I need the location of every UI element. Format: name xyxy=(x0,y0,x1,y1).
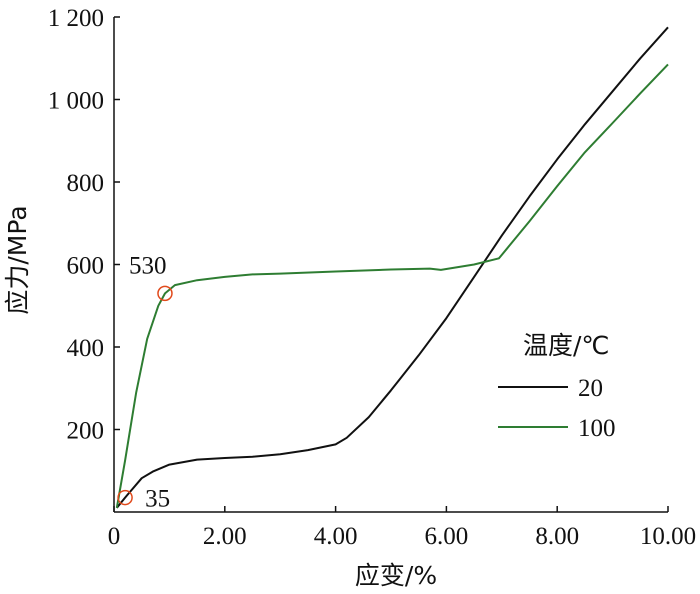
annotation-layer: 530 35 xyxy=(117,252,173,513)
annotation-marker-35 xyxy=(117,489,133,506)
axes: 0 2.00 4.00 6.00 8.00 10.00 200 400 600 800 1 000 1… xyxy=(48,5,696,550)
annotation-label-530: 530 xyxy=(129,252,167,279)
annotation-label-35: 35 xyxy=(145,486,170,513)
y-tick-label: 400 xyxy=(67,335,105,362)
x-tick-label: 2.00 xyxy=(203,523,247,550)
y-tick-label: 1 200 xyxy=(48,5,104,32)
y-tick-label: 200 xyxy=(67,418,105,445)
x-tick-label: 6.00 xyxy=(425,523,469,550)
legend-title: 温度/℃ xyxy=(523,331,610,360)
legend-label-100: 100 xyxy=(578,415,616,442)
x-tick-label: 0 xyxy=(108,523,121,550)
y-tick-label: 800 xyxy=(67,170,105,197)
series-layer xyxy=(115,26,669,509)
annotation-marker-530 xyxy=(157,285,173,302)
series-line-100 xyxy=(115,63,669,509)
legend: 温度/℃ 20 100 xyxy=(498,331,616,442)
x-axis-label: 应变/% xyxy=(355,561,437,590)
y-axis-label: 应力/MPa xyxy=(3,205,32,314)
series-line-20 xyxy=(116,26,669,509)
legend-label-20: 20 xyxy=(578,375,603,402)
x-tick-label: 4.00 xyxy=(314,523,358,550)
y-tick-label: 600 xyxy=(67,253,105,280)
y-tick-label: 1 000 xyxy=(48,88,104,115)
x-tick-label: 8.00 xyxy=(535,523,579,550)
x-tick-label: 10.00 xyxy=(640,523,696,550)
